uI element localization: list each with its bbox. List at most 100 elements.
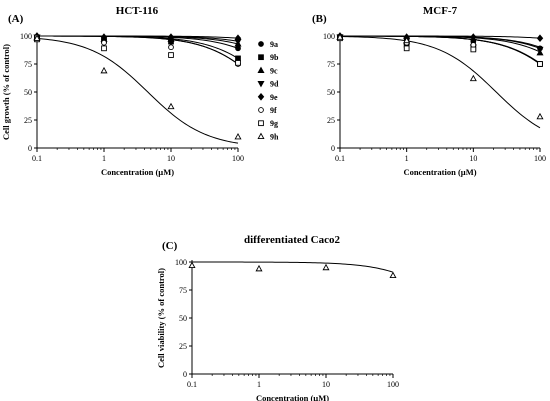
data-point — [403, 45, 410, 52]
fit-curve — [37, 35, 239, 65]
data-point — [235, 60, 241, 66]
legend-marker — [258, 54, 264, 61]
y-tick-label: 25 — [24, 116, 32, 125]
data-point — [234, 132, 242, 140]
data-point — [469, 74, 477, 82]
y-tick-label: 50 — [179, 314, 187, 323]
data-point — [389, 271, 397, 279]
x-tick-label: 10 — [469, 154, 477, 163]
legend-item: 9h — [257, 132, 279, 141]
data-point — [33, 34, 41, 41]
data-point — [536, 34, 544, 43]
y-axis-label: Cell growth (% of control) — [1, 44, 11, 140]
y-tick-label: 100 — [175, 258, 187, 267]
y-tick-label: 0 — [183, 370, 187, 379]
y-tick-label: 0 — [331, 144, 335, 153]
data-point — [188, 261, 196, 268]
legend-item: 9a — [258, 40, 278, 49]
data-point — [100, 66, 108, 74]
legend-label: 9e — [270, 93, 278, 102]
x-tick-label: 1 — [257, 380, 261, 389]
legend-label: 9f — [270, 106, 277, 115]
y-tick-label: 75 — [179, 286, 187, 295]
data-point — [336, 33, 344, 40]
legend-label: 9h — [270, 132, 279, 141]
legend-marker — [258, 107, 264, 113]
data-point — [322, 263, 330, 271]
legend-marker — [257, 92, 265, 101]
y-tick-label: 100 — [323, 32, 335, 41]
x-tick-label: 0.1 — [187, 380, 197, 389]
data-point — [536, 46, 544, 54]
chart-title: MCF-7 — [423, 5, 458, 17]
legend-marker — [258, 120, 264, 127]
series-9h — [33, 34, 242, 144]
panel-a: (A) HCT-116 0 25 50 75 100 0.1 1 10 100 Concentrati… — [1, 5, 244, 177]
legend-label: 9b — [270, 53, 279, 62]
x-axis-label: Concentration (µM) — [256, 393, 329, 401]
y-tick-label: 25 — [179, 342, 187, 351]
x-tick-label: 0.1 — [335, 154, 345, 163]
x-tick-label: 1 — [102, 154, 106, 163]
x-tick-label: 100 — [387, 380, 399, 389]
fit-curve — [192, 261, 394, 273]
data-point — [403, 36, 411, 44]
legend-item: 9f — [258, 106, 277, 115]
chart-title: HCT-116 — [116, 5, 159, 17]
legend-marker — [257, 66, 265, 74]
y-tick-label: 75 — [24, 60, 32, 69]
y-axis-label: Cell viability (% of control) — [156, 268, 166, 368]
legend-item: 9d — [257, 80, 279, 89]
data-point — [168, 44, 174, 51]
x-tick-label: 10 — [167, 154, 175, 163]
data-point — [101, 45, 107, 52]
y-tick-label: 0 — [28, 144, 32, 153]
y-tick-label: 75 — [327, 60, 335, 69]
data-point — [255, 264, 263, 272]
panel-b: (B) MCF-7 0 25 50 75 100 0.1 1 10 100 Concentration… — [312, 5, 546, 177]
legend-marker — [258, 41, 264, 47]
chart-title: differentiated Caco2 — [244, 234, 341, 246]
y-tick-label: 50 — [24, 88, 32, 97]
data-point — [536, 112, 544, 120]
data-point — [470, 33, 477, 41]
fit-curve — [339, 36, 541, 129]
panel-c: (C) differentiated Caco2 0 25 50 75 100 0.1 1 10 1… — [156, 234, 399, 401]
series-9g — [34, 35, 241, 66]
legend-item: 9c — [257, 66, 278, 75]
x-tick-label: 0.1 — [32, 154, 42, 163]
x-tick-label: 10 — [322, 380, 330, 389]
x-tick-label: 100 — [232, 154, 244, 163]
data-point — [101, 39, 107, 46]
y-tick-label: 25 — [327, 116, 335, 125]
x-axis-label: Concentration (µM) — [403, 167, 476, 177]
legend-item: 9b — [258, 53, 279, 62]
series-s0 — [188, 261, 397, 279]
legend-item: 9e — [257, 92, 278, 102]
y-tick-label: 50 — [327, 88, 335, 97]
legend-marker — [257, 132, 265, 140]
fit-curve — [340, 35, 541, 65]
panel-label: (A) — [8, 13, 24, 25]
data-point — [234, 34, 242, 43]
data-point — [235, 45, 241, 52]
data-point — [168, 52, 174, 58]
legend-marker — [257, 80, 265, 88]
legend-label: 9d — [270, 80, 279, 89]
x-axis-label: Concentration (µM) — [101, 167, 174, 177]
x-tick-label: 1 — [405, 154, 409, 163]
fit-curve — [37, 35, 239, 65]
legend: 9a 9b 9c 9d 9e 9f 9g 9h — [257, 40, 279, 141]
data-point — [167, 102, 175, 110]
legend-label: 9c — [270, 66, 278, 75]
fit-curve — [36, 37, 239, 144]
legend-item: 9g — [258, 119, 278, 128]
data-point — [470, 46, 477, 53]
series-9h — [336, 33, 544, 129]
panel-label: (C) — [162, 240, 178, 252]
y-tick-label: 100 — [20, 32, 32, 41]
panel-label: (B) — [312, 13, 327, 25]
data-point — [537, 61, 543, 67]
legend-label: 9g — [270, 119, 278, 128]
